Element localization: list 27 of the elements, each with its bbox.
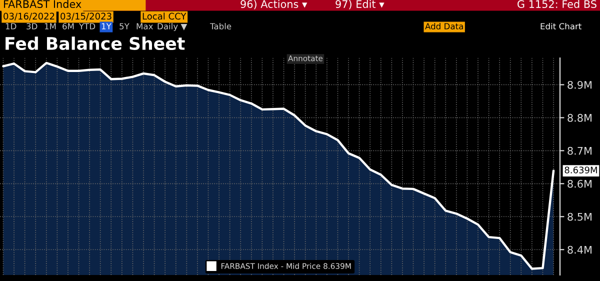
text: Local CCY — [142, 12, 186, 20]
text: 03/16/2022 — [4, 12, 54, 20]
text: 1Y — [102, 23, 112, 30]
y-tick-label: 8.6M — [568, 180, 592, 188]
text: 1D — [6, 23, 16, 30]
text: Max — [136, 23, 153, 30]
text: 5Y — [120, 23, 130, 30]
y-tick-label: 8.9M — [568, 80, 592, 89]
text: 96) Actions ▾ — [240, 0, 308, 10]
y-tick-label: 8.7M — [568, 146, 592, 155]
text: 03/15/2023 — [60, 12, 112, 20]
text: 97) Edit ▾ — [336, 0, 384, 10]
text: YTD — [78, 23, 96, 30]
text: Table — [210, 22, 232, 30]
chart-title: Fed Balance Sheet — [6, 36, 185, 50]
y-tick-label: 8.5M — [568, 212, 592, 221]
text: Daily ▼ — [158, 22, 188, 32]
y-tick-label: 8.8M — [568, 114, 592, 122]
text: 3D — [26, 23, 38, 30]
text: Add Data — [425, 22, 463, 30]
y-tick-label: 8.4M — [568, 246, 592, 254]
text: 6M — [62, 23, 74, 30]
text: 1M — [44, 23, 56, 30]
text: Edit Chart — [540, 22, 582, 30]
text: FARBAST Index — [4, 0, 82, 8]
data-label: 8.639M — [564, 166, 597, 174]
text: G 1152: Fed BS — [518, 0, 596, 8]
